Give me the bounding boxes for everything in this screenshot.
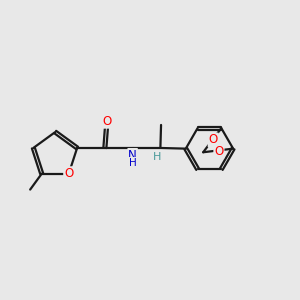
Text: H: H <box>153 152 161 162</box>
Text: N: N <box>128 149 137 162</box>
Text: O: O <box>208 134 218 146</box>
Text: O: O <box>214 145 224 158</box>
Text: O: O <box>102 115 111 128</box>
Text: O: O <box>64 167 74 180</box>
Text: H: H <box>129 158 136 168</box>
